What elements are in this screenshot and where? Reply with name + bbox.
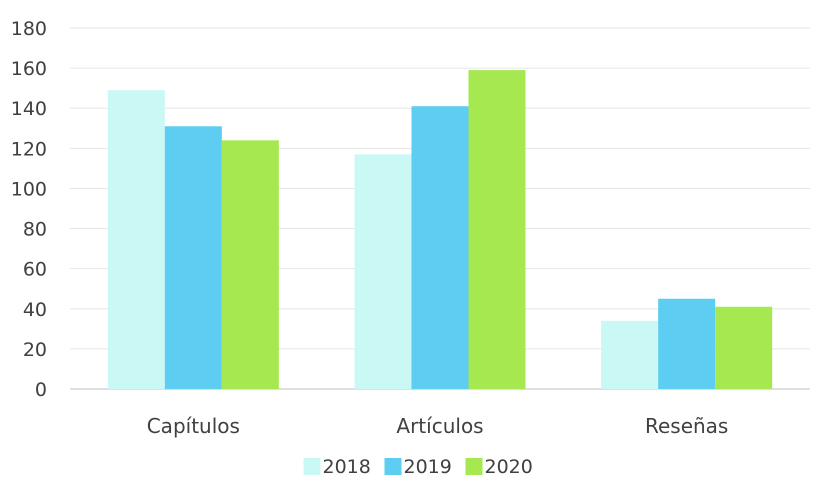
- x-category-label: Capítulos: [147, 414, 240, 438]
- bars: [107, 70, 773, 390]
- y-tick-label: 60: [23, 259, 47, 281]
- legend-swatch: [384, 458, 402, 475]
- x-axis-categories: Capítulos Artículos Reseñas: [147, 414, 729, 438]
- bar-2018-1: [354, 154, 412, 389]
- legend-item-2019: 2019: [384, 456, 452, 478]
- legend-label: 2019: [404, 456, 452, 478]
- y-tick-label: 0: [35, 379, 47, 401]
- y-tick-label: 40: [23, 299, 47, 321]
- bar-2020-2: [715, 306, 773, 389]
- legend-item-2020: 2020: [465, 456, 533, 478]
- y-tick-label: 120: [11, 138, 47, 160]
- legend-label: 2020: [485, 456, 533, 478]
- x-category-label: Artículos: [396, 414, 483, 438]
- y-tick-label: 140: [11, 98, 47, 120]
- bar-2019-2: [658, 298, 716, 389]
- bar-2020-1: [468, 70, 526, 389]
- y-tick-label: 80: [23, 219, 47, 241]
- legend-item-2018: 2018: [303, 456, 371, 478]
- bar-2019-1: [411, 106, 469, 389]
- y-axis-ticks: 0 20 40 60 80 100 120 140 160 180: [11, 18, 47, 401]
- bar-2019-0: [164, 126, 222, 390]
- y-tick-label: 20: [23, 339, 47, 361]
- bar-2018-2: [601, 320, 659, 389]
- y-tick-label: 180: [11, 18, 47, 40]
- bar-2020-0: [221, 140, 279, 389]
- bar-2018-0: [107, 90, 165, 389]
- y-tick-label: 100: [11, 178, 47, 200]
- legend-label: 2018: [323, 456, 371, 478]
- legend: 2018 2019 2020: [303, 456, 533, 478]
- legend-swatch: [465, 458, 483, 475]
- y-tick-label: 160: [11, 58, 47, 80]
- x-category-label: Reseñas: [645, 414, 728, 438]
- legend-swatch: [303, 458, 321, 475]
